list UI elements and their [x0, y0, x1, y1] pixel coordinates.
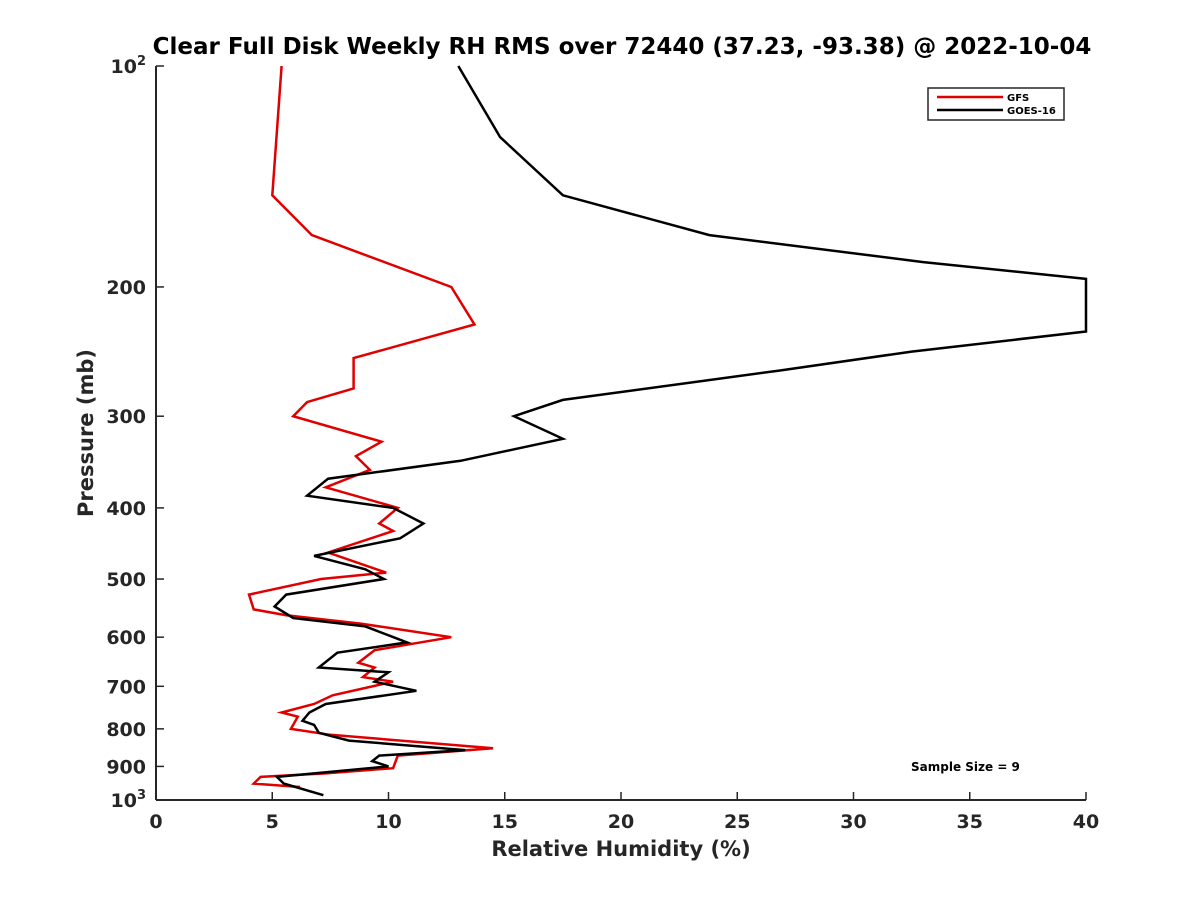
- y-tick-label: 102: [111, 54, 147, 78]
- x-tick-label: 25: [724, 811, 750, 833]
- y-tick-label: 400: [106, 498, 146, 520]
- legend-box: [927, 87, 1065, 121]
- x-tick-label: 0: [149, 811, 162, 833]
- y-ticks: 102 200 300 400 500 600 700 800 900 103: [106, 54, 164, 812]
- sample-size-annotation: Sample Size = 9: [911, 760, 1020, 774]
- x-tick-label: 10: [375, 811, 401, 833]
- x-tick-label: 40: [1073, 811, 1099, 833]
- x-tick-label: 35: [957, 811, 983, 833]
- x-axis-label: Relative Humidity (%): [491, 837, 750, 861]
- y-tick-label: 500: [106, 569, 146, 591]
- y-tick-label: 103: [111, 788, 147, 812]
- y-tick-label: 300: [106, 406, 146, 428]
- x-tick-label: 20: [608, 811, 634, 833]
- y-tick-label: 800: [106, 719, 146, 741]
- legend: GFS GOES-16: [927, 87, 1065, 121]
- chart-title: Clear Full Disk Weekly RH RMS over 72440…: [153, 34, 1092, 60]
- y-tick-label: 900: [106, 756, 146, 778]
- y-tick-label: 600: [106, 627, 146, 649]
- x-tick-label: 15: [492, 811, 518, 833]
- y-tick-label: 700: [106, 676, 146, 698]
- series-layer: [247, 65, 1088, 797]
- y-axis-label: Pressure (mb): [74, 349, 98, 517]
- x-tick-label: 30: [840, 811, 866, 833]
- series-line-gfs: [247, 65, 494, 789]
- series-line-goes16: [272, 65, 1088, 797]
- legend-label-goes16: GOES-16: [1007, 106, 1056, 117]
- x-tick-label: 5: [266, 811, 279, 833]
- legend-label-gfs: GFS: [1007, 93, 1029, 104]
- y-tick-label: 200: [106, 277, 146, 299]
- x-ticks: 0 5 10 15 20 25 30 35 40: [149, 792, 1099, 833]
